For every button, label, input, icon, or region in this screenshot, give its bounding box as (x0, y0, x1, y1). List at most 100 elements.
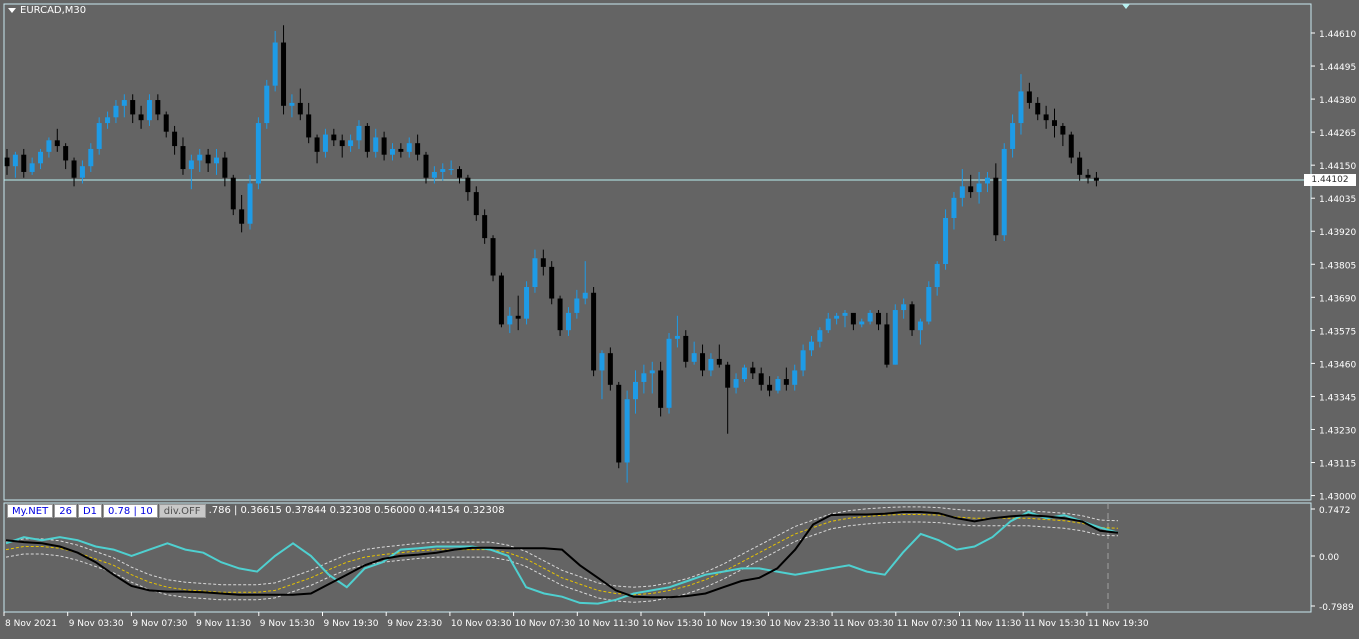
candle (775, 376, 781, 394)
candle (1060, 123, 1066, 147)
price-tick-label: 1.44380 (1319, 96, 1356, 106)
candle (406, 137, 412, 158)
candle (574, 289, 580, 319)
candle (356, 120, 362, 149)
candle (850, 312, 856, 331)
candle (758, 367, 764, 391)
candle (616, 381, 622, 469)
candle (457, 166, 463, 184)
candle (808, 335, 814, 357)
candle (331, 128, 337, 147)
candle (641, 364, 647, 394)
candle (892, 304, 898, 365)
candle (909, 301, 915, 336)
indicator-hud: My.NET 26 D1 0.78 | 10 div.OFF .786 | 0.… (7, 504, 505, 518)
indicator-tick-label: -0.7989 (1319, 603, 1354, 613)
indicator-layer (5, 506, 1119, 605)
price-tick-label: 1.44610 (1319, 30, 1356, 40)
candle (633, 370, 638, 414)
candle (415, 134, 421, 161)
candle (926, 281, 932, 325)
time-tick-label: 11 Nov 19:30 (1088, 619, 1149, 629)
candle (389, 143, 395, 161)
indicator-values: .786 | 0.36615 0.37844 0.32308 0.56000 0… (208, 505, 505, 516)
candle (12, 151, 18, 178)
candle (255, 117, 261, 190)
candle (691, 341, 697, 365)
current-price-label: 1.44102 (1304, 174, 1356, 186)
candle (859, 318, 865, 328)
candle (565, 307, 571, 336)
candle (322, 128, 328, 158)
candle (163, 111, 169, 138)
candle (180, 137, 186, 175)
time-tick-label: 9 Nov 11:30 (196, 619, 251, 629)
candle (1093, 171, 1099, 187)
candle (532, 249, 538, 293)
time-tick-label: 9 Nov 23:30 (387, 619, 442, 629)
price-tick-label: 1.43115 (1319, 460, 1356, 470)
candle (959, 169, 965, 207)
candle (683, 330, 689, 368)
candle (968, 174, 974, 198)
candle (79, 160, 85, 184)
candle (716, 344, 722, 368)
candle (582, 261, 588, 305)
time-tick-label: 11 Nov 11:30 (961, 619, 1022, 629)
candle (1068, 131, 1074, 164)
indicator-timeframe-button[interactable]: D1 (77, 504, 103, 518)
indicator-period-button[interactable]: 26 (54, 504, 77, 518)
time-tick-label: 11 Nov 15:30 (1024, 619, 1085, 629)
candle (1026, 82, 1032, 109)
time-tick-label: 10 Nov 03:30 (451, 619, 512, 629)
indicator-tick-label: 0.00 (1319, 553, 1339, 563)
price-tick-label: 1.44495 (1319, 63, 1356, 73)
candle (348, 134, 354, 152)
candle (473, 186, 479, 221)
candle (130, 94, 136, 124)
candle (842, 310, 848, 328)
indicator-params-button[interactable]: 0.78 | 10 (103, 504, 158, 518)
candle (817, 327, 823, 348)
time-axis: 8 Nov 2021 9 Nov 03:30 9 Nov 07:30 9 Nov 11… (3, 612, 1149, 629)
candle (943, 209, 949, 270)
candle (306, 102, 312, 144)
time-tick-label: 9 Nov 19:30 (324, 619, 379, 629)
indicator-name-button[interactable]: My.NET (7, 504, 54, 518)
indicator-frame (3, 502, 1312, 613)
divergence-toggle[interactable]: div.OFF (158, 504, 206, 518)
candle (247, 174, 253, 230)
symbol-title[interactable]: EURCAD,M30 (8, 5, 86, 16)
candles-layer (4, 25, 1099, 483)
candle (373, 128, 379, 158)
candle (222, 151, 228, 187)
candle (339, 134, 345, 158)
candle (96, 117, 102, 155)
candle (901, 298, 907, 319)
candle (1085, 169, 1091, 184)
symbol-title-text: EURCAD,M30 (20, 5, 87, 16)
candle (800, 344, 806, 377)
candle (834, 312, 840, 325)
candle (21, 148, 27, 178)
candle (733, 373, 739, 394)
price-tick-label: 1.43000 (1319, 493, 1356, 503)
time-tick-label: 10 Nov 07:30 (515, 619, 576, 629)
dropdown-triangle-icon[interactable] (8, 8, 16, 13)
candle (281, 25, 287, 115)
price-tick-label: 1.43460 (1319, 360, 1356, 370)
candle (272, 31, 278, 92)
shift-marker-icon[interactable] (1122, 4, 1130, 9)
candle (876, 310, 882, 331)
indicator-axis: 0.7472 0.00 -0.7989 (1311, 506, 1354, 613)
price-tick-label: 1.43920 (1319, 228, 1356, 238)
candle (364, 123, 370, 158)
candle (230, 174, 236, 216)
candle (867, 310, 873, 325)
candle (113, 100, 119, 124)
candle (71, 157, 77, 187)
price-tick-label: 1.44150 (1319, 162, 1356, 172)
time-tick-label: 11 Nov 07:30 (897, 619, 958, 629)
